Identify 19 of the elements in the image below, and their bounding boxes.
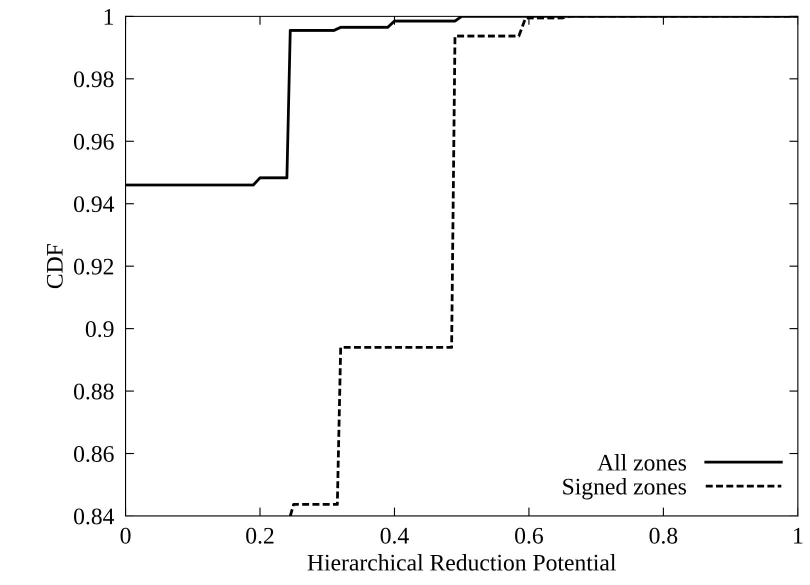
y-tick-label: 1: [104, 8, 114, 25]
y-tick-label: 0.84: [74, 508, 114, 524]
y-axis-title: CDF: [46, 244, 63, 288]
y-tick-label: 0.96: [74, 134, 114, 150]
y-tick-label: 0.94: [74, 196, 114, 212]
legend-label: All zones: [597, 454, 686, 471]
y-tick-label: 0.9: [86, 321, 114, 338]
x-tick-label: 0: [120, 528, 131, 544]
x-tick-label: 0.8: [650, 528, 678, 544]
y-tick-label: 0.98: [74, 71, 114, 88]
legend-label: Signed zones: [563, 478, 686, 500]
y-tick-label: 0.88: [74, 384, 114, 400]
x-axis-title: Hierarchical Reduction Potential: [308, 554, 616, 571]
y-tick-label: 0.92: [74, 258, 114, 275]
x-tick-label: 0.6: [515, 528, 543, 544]
x-tick-label: 0.2: [246, 528, 274, 544]
x-tick-label: 1: [794, 528, 802, 544]
x-tick-label: 0.4: [380, 528, 409, 544]
y-tick-label: 0.86: [74, 446, 114, 462]
